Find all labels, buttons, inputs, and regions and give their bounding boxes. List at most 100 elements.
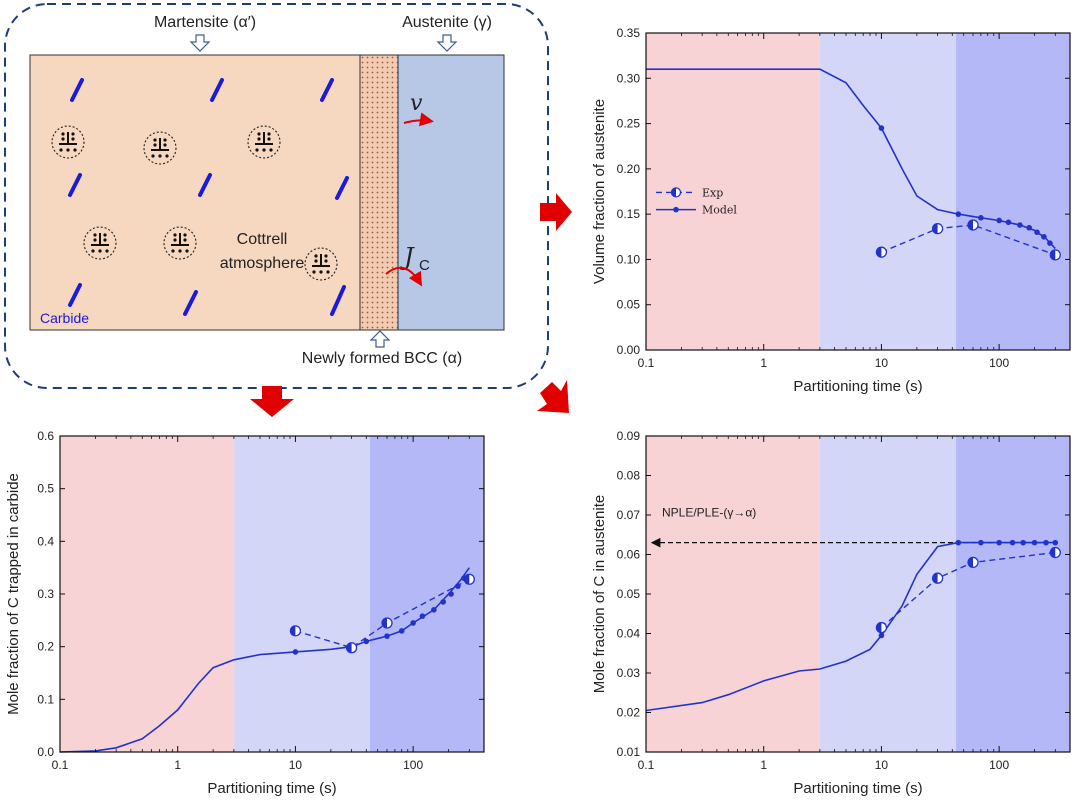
- carbide-particle: [198, 173, 212, 197]
- model-point: [1017, 222, 1023, 228]
- exp-point: [345, 642, 358, 654]
- y-tick-label: 0.02: [617, 706, 641, 720]
- x-tick-label: 10: [875, 758, 889, 772]
- austenite-label: Austenite (γ): [402, 14, 492, 31]
- x-tick-label: 1: [760, 758, 767, 772]
- y-tick-label: 0.30: [617, 71, 641, 85]
- model-point: [398, 628, 405, 634]
- y-tick-label: 0.07: [617, 508, 641, 522]
- exp-point: [875, 621, 888, 634]
- flow-arrow-diagonal-icon: [537, 380, 569, 413]
- y-tick-label: 0.6: [37, 429, 54, 443]
- model-point: [878, 632, 885, 639]
- model-point: [431, 607, 437, 613]
- x-tick-label: 1: [174, 758, 181, 772]
- austenite-pointer-icon: [436, 34, 458, 52]
- exp-line: [881, 224, 1056, 256]
- y-axis-title: Mole fraction of C in austenite: [591, 495, 608, 693]
- model-point: [996, 217, 1002, 224]
- model-point: [1034, 229, 1040, 236]
- y-tick-label: 0.04: [617, 627, 641, 641]
- bcc-pointer-icon: [369, 330, 391, 348]
- time-region: [819, 436, 956, 752]
- x-axis-title: Partitioning time (s): [793, 780, 922, 797]
- model-point: [996, 539, 1002, 546]
- model-point: [1043, 539, 1049, 546]
- exp-line: [295, 578, 470, 649]
- y-axis-title: Volume fraction of austenite: [591, 99, 608, 284]
- martensite-region: [29, 54, 361, 331]
- model-point: [978, 539, 984, 546]
- chart-volume-fraction-austenite: 0.00 0.05 0.10 0.15 0.20 0.25 0.30 0.35 0.1 1 10 10…: [591, 26, 1071, 395]
- carbide-particle: [68, 283, 82, 307]
- exp-point: [931, 572, 944, 584]
- x-tick-label: 100: [403, 758, 423, 772]
- y-tick-label: 0.01: [617, 745, 641, 759]
- model-point: [410, 620, 416, 626]
- time-region: [369, 436, 484, 752]
- cottrell-atmosphere-icon: [247, 125, 281, 159]
- y-tick-label: 0.5: [37, 482, 54, 496]
- velocity-symbol: v: [410, 91, 423, 116]
- flux-arrow-icon: [385, 266, 423, 287]
- y-tick-label: 0.35: [617, 26, 641, 40]
- carbide-label: Carbide: [40, 310, 89, 326]
- y-tick-label: 0.0: [37, 745, 54, 759]
- model-point: [1041, 233, 1047, 240]
- exp-point: [289, 625, 302, 637]
- model-point: [978, 214, 984, 221]
- model-point: [955, 211, 962, 217]
- dashed-frame: [4, 3, 549, 389]
- x-tick-label: 0.1: [52, 758, 69, 772]
- y-tick-label: 0.05: [617, 587, 641, 601]
- cottrell-atmosphere-icon: [163, 226, 197, 260]
- time-region: [819, 33, 956, 350]
- exp-point: [1049, 546, 1061, 559]
- y-tick-label: 0.05: [617, 298, 641, 312]
- cottrell-atmosphere-icon: [51, 125, 85, 159]
- carbide-particle: [320, 78, 334, 102]
- exp-point: [463, 573, 475, 585]
- model-point: [1052, 539, 1059, 546]
- schematic-diagram: Martensite (α′) Austenite (γ) Newly form…: [4, 3, 549, 389]
- chart-c-in-austenite: NPLE/PLE-(γ→α) 0.01 0.02 0.03 0.04 0.05 0.06 0.…: [591, 429, 1071, 797]
- time-region: [955, 436, 1070, 752]
- model-point: [440, 599, 446, 605]
- x-tick-label: 100: [989, 356, 1009, 370]
- cottrell-atmosphere-icon: [304, 247, 338, 281]
- model-line: [645, 541, 1056, 712]
- model-point: [292, 649, 299, 655]
- carbide-particle: [70, 78, 84, 102]
- martensite-pointer-icon: [189, 34, 211, 52]
- y-tick-label: 0.09: [617, 429, 641, 443]
- cottrell-atmosphere-icon: [143, 131, 177, 165]
- cottrell-label-line2: atmosphere: [220, 255, 305, 272]
- x-tick-label: 0.1: [638, 356, 655, 370]
- y-axis-title: Mole fraction of C trapped in carbide: [5, 473, 22, 715]
- model-point: [419, 613, 426, 619]
- model-point: [1009, 539, 1016, 546]
- reference-line-label: NPLE/PLE-(γ→α): [662, 506, 756, 520]
- bcc-interface-region: [359, 54, 399, 331]
- carbide-particle: [330, 285, 346, 316]
- model-point: [1026, 224, 1032, 231]
- x-tick-label: 10: [875, 356, 889, 370]
- chart-c-trapped-carbide: 0.00.10.20.30.40.50.60.1 1 10 100Partitioni…: [5, 429, 485, 797]
- carbide-particle: [210, 78, 224, 102]
- model-point: [363, 638, 370, 645]
- x-tick-label: 10: [289, 758, 303, 772]
- x-axis-title: Partitioning time (s): [207, 780, 336, 797]
- y-tick-label: 0.10: [617, 252, 641, 266]
- flux-subscript: C: [419, 257, 430, 274]
- carbide-particles: [68, 78, 349, 316]
- model-point: [955, 539, 962, 546]
- y-tick-label: 0.15: [617, 207, 641, 221]
- cottrell-atmosphere-icon: [83, 226, 117, 260]
- carbide-particle: [68, 173, 82, 197]
- martensite-label: Martensite (α′): [154, 14, 256, 31]
- plot-frame: [645, 32, 1071, 351]
- x-tick-label: 1: [760, 356, 767, 370]
- carbide-particle: [183, 290, 198, 316]
- legend-exp-label: Exp: [702, 186, 723, 199]
